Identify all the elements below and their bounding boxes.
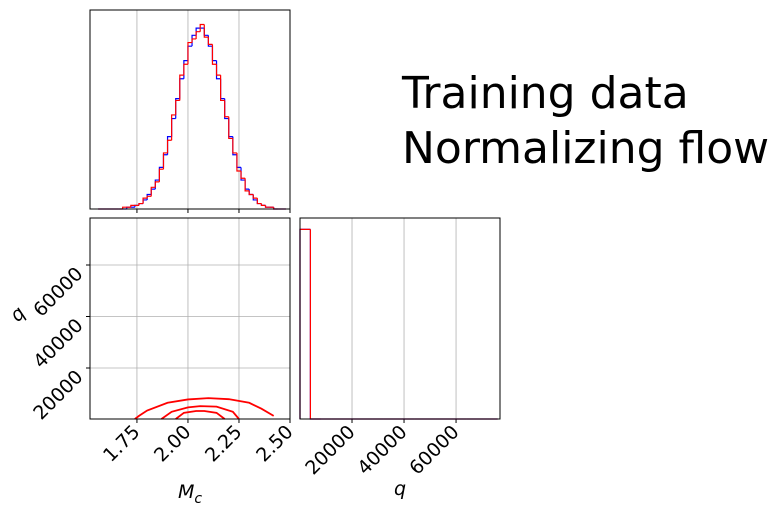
histogram-step	[162, 154, 168, 168]
histogram-step	[244, 178, 250, 192]
axes-frame	[89, 217, 291, 420]
histogram-step	[175, 98, 180, 119]
histogram-step	[264, 205, 270, 208]
histogram-step	[248, 189, 254, 196]
histogram-step	[187, 45, 193, 61]
histogram-step	[138, 202, 144, 206]
histogram-step	[232, 136, 237, 156]
histogram-step	[220, 78, 225, 100]
histogram-step	[158, 168, 164, 182]
histogram-step	[215, 60, 221, 80]
histogram-step	[240, 171, 246, 179]
histogram-step	[179, 78, 184, 99]
histogram-step	[224, 100, 229, 118]
histogram-step	[179, 74, 184, 101]
histogram-step	[211, 44, 217, 65]
histogram-step	[142, 197, 148, 204]
histogram-step	[228, 116, 233, 140]
histogram-step	[244, 180, 250, 190]
histogram-step	[150, 186, 156, 197]
histogram-step	[215, 64, 221, 76]
x-tick-label: 2.50	[252, 421, 297, 466]
x-axis-label-symbol: M	[178, 481, 194, 503]
axes-frame	[299, 217, 501, 420]
histogram-step	[183, 60, 188, 79]
histogram-step	[142, 199, 148, 204]
histogram-step	[228, 118, 233, 138]
histogram-step	[195, 31, 201, 39]
histogram-step	[154, 181, 160, 188]
histogram-step	[183, 63, 188, 76]
histogram-step	[146, 193, 152, 200]
histogram-step	[162, 152, 168, 170]
panel	[89, 9, 291, 213]
y-axis-label: q	[6, 302, 30, 326]
x-tick-label: 1.75	[99, 421, 144, 466]
histogram-step	[171, 114, 176, 141]
x-tick-label: 40000	[353, 421, 411, 479]
histogram-step	[299, 228, 311, 419]
histogram-step	[175, 99, 180, 115]
histogram-step	[203, 24, 209, 38]
histogram-step	[187, 41, 193, 65]
histogram-step	[166, 136, 172, 155]
x-tick-label: 2.25	[201, 421, 246, 466]
histogram-step	[150, 188, 156, 195]
histogram-step	[252, 194, 258, 199]
histogram-step	[232, 138, 237, 154]
contour-line	[160, 405, 240, 420]
legend-entry: Normalizing flow	[402, 123, 769, 174]
x-tick-label: 20000	[301, 421, 359, 479]
histogram-step	[191, 34, 197, 47]
axes-frame	[89, 9, 291, 210]
histogram-step	[256, 198, 262, 205]
histogram-step	[130, 204, 135, 208]
histogram-step	[248, 190, 254, 196]
histogram-step	[309, 229, 321, 420]
histogram-step	[199, 23, 205, 32]
histogram-step	[236, 152, 242, 172]
histogram-step	[122, 206, 127, 209]
x-tick-label: 60000	[405, 421, 463, 479]
histogram-step	[191, 38, 197, 43]
y-tick-label: 60000	[29, 263, 87, 321]
x-axis-label: Mc	[178, 481, 202, 507]
histogram-step	[224, 98, 229, 120]
x-axis-label-subscript: c	[194, 491, 202, 507]
histogram-step	[207, 37, 213, 45]
contour-line	[175, 410, 226, 420]
legend-entry: Training data	[401, 68, 689, 119]
histogram-step	[252, 194, 258, 201]
y-tick-label: 40000	[29, 314, 87, 372]
x-tick-label: 2.00	[150, 421, 195, 466]
histogram-step	[203, 28, 209, 36]
histogram-step	[260, 203, 266, 206]
histogram-step	[166, 139, 172, 153]
histogram-step	[171, 117, 176, 137]
x-axis-label: q	[394, 478, 406, 500]
histogram-step	[309, 229, 321, 420]
histogram-step	[299, 228, 311, 419]
y-tick-label: 20000	[29, 366, 87, 424]
histogram-step	[211, 46, 217, 62]
contour-line	[134, 397, 275, 420]
histogram-step	[220, 75, 225, 102]
histogram-step	[146, 195, 152, 199]
